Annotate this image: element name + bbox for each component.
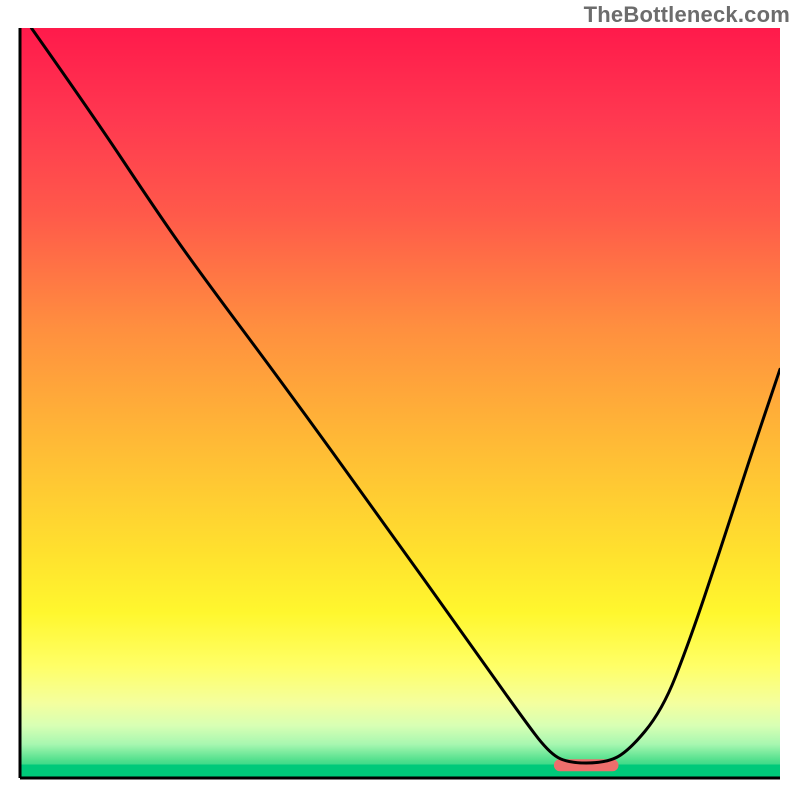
base-green-band bbox=[20, 765, 780, 779]
chart-container: TheBottleneck.com bbox=[0, 0, 800, 800]
gradient-background bbox=[20, 28, 780, 778]
plot-group bbox=[20, 28, 780, 778]
watermark-text: TheBottleneck.com bbox=[584, 2, 790, 28]
bottleneck-chart bbox=[0, 0, 800, 800]
